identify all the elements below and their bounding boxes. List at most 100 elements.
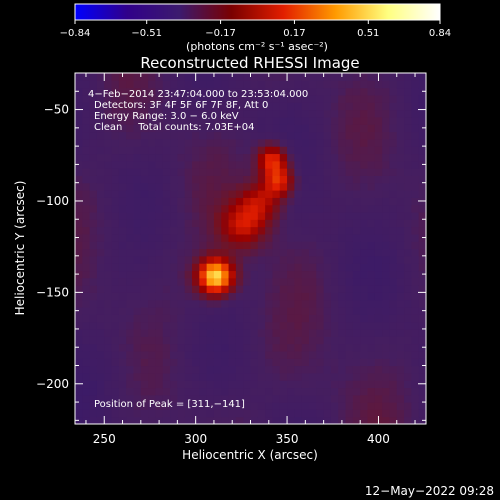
heatmap-cell bbox=[75, 409, 83, 418]
heatmap-cell bbox=[228, 211, 237, 220]
heatmap-cell bbox=[89, 248, 98, 257]
heatmap-cell bbox=[118, 87, 127, 96]
heatmap-cell bbox=[374, 321, 383, 330]
heatmap-cell bbox=[411, 124, 420, 133]
heatmap-cell bbox=[352, 409, 361, 418]
heatmap-cell bbox=[162, 248, 171, 257]
heatmap-cell bbox=[111, 299, 120, 308]
heatmap-cell bbox=[418, 358, 426, 367]
heatmap-cell bbox=[140, 387, 149, 396]
heatmap-cell bbox=[382, 409, 391, 418]
heatmap-cell bbox=[301, 197, 310, 206]
heatmap-cell bbox=[257, 131, 266, 140]
heatmap-cell bbox=[301, 168, 310, 176]
heatmap-cell bbox=[89, 190, 98, 198]
heatmap-cell bbox=[104, 336, 113, 345]
heatmap-cell bbox=[250, 292, 259, 301]
heatmap-cell bbox=[316, 321, 325, 330]
heatmap-cell bbox=[367, 153, 376, 162]
heatmap-cell bbox=[330, 372, 339, 381]
heatmap-cell bbox=[279, 124, 288, 133]
heatmap-cell bbox=[148, 94, 157, 103]
heatmap-cell bbox=[75, 372, 83, 381]
heatmap-cell bbox=[382, 138, 391, 147]
heatmap-cell bbox=[235, 387, 244, 396]
heatmap-cell bbox=[360, 109, 369, 118]
heatmap-cell bbox=[199, 350, 208, 359]
heatmap-cell bbox=[126, 380, 135, 389]
heatmap-cell bbox=[111, 263, 120, 272]
heatmap-cell bbox=[235, 204, 244, 213]
heatmap-cell bbox=[360, 197, 369, 206]
heatmap-cell bbox=[221, 226, 230, 235]
heatmap-cell bbox=[170, 270, 178, 279]
heatmap-cell bbox=[155, 314, 164, 323]
heatmap-cell bbox=[148, 146, 157, 155]
heatmap-cell bbox=[162, 292, 171, 301]
heatmap-cell bbox=[243, 80, 252, 89]
heatmap-cell bbox=[360, 299, 369, 308]
heatmap-cell bbox=[418, 102, 426, 111]
heatmap-cell bbox=[330, 248, 339, 257]
heatmap-cell bbox=[265, 248, 274, 257]
heatmap-cell bbox=[177, 416, 186, 424]
heatmap-cell bbox=[235, 87, 244, 96]
heatmap-cell bbox=[75, 321, 83, 330]
heatmap-cell bbox=[199, 73, 208, 81]
y-tick-label: −200 bbox=[36, 377, 69, 391]
heatmap-cell bbox=[133, 263, 142, 272]
heatmap-cell bbox=[104, 124, 113, 133]
heatmap-cell bbox=[89, 241, 98, 250]
heatmap-cell bbox=[272, 211, 281, 220]
heatmap-cell bbox=[148, 343, 157, 352]
heatmap-cell bbox=[111, 358, 120, 367]
heatmap-cell bbox=[418, 73, 426, 81]
heatmap-cell bbox=[338, 402, 347, 410]
heatmap-cell bbox=[199, 241, 208, 250]
heatmap-cell bbox=[192, 219, 200, 228]
heatmap-cell bbox=[199, 168, 208, 176]
x-axis-label: Heliocentric X (arcsec) bbox=[182, 448, 318, 462]
heatmap-cell bbox=[360, 138, 369, 147]
heatmap-cell bbox=[309, 277, 317, 286]
heatmap-cell bbox=[155, 168, 164, 176]
heatmap-cell bbox=[294, 387, 303, 396]
heatmap-cell bbox=[111, 387, 120, 396]
heatmap-cell bbox=[243, 321, 252, 330]
heatmap-cell bbox=[221, 175, 230, 184]
heatmap-cell bbox=[279, 307, 288, 315]
heatmap-cell bbox=[374, 292, 383, 301]
heatmap-cell bbox=[382, 285, 391, 293]
heatmap-cell bbox=[133, 146, 142, 155]
heatmap-cell bbox=[316, 219, 325, 228]
heatmap-cell bbox=[206, 211, 215, 220]
heatmap-cell bbox=[133, 73, 142, 81]
heatmap-cell bbox=[133, 380, 142, 389]
heatmap-cell bbox=[133, 402, 142, 410]
heatmap-cell bbox=[243, 328, 252, 337]
heatmap-cell bbox=[411, 80, 420, 89]
heatmap-cell bbox=[243, 292, 252, 301]
heatmap-cell bbox=[257, 263, 266, 272]
heatmap-cell bbox=[294, 350, 303, 359]
heatmap-cell bbox=[170, 226, 178, 235]
heatmap-cell bbox=[89, 358, 98, 367]
heatmap-cell bbox=[104, 204, 113, 213]
heatmap-cell bbox=[221, 328, 230, 337]
heatmap-cell bbox=[323, 190, 332, 198]
heatmap-cell bbox=[265, 168, 274, 176]
heatmap-cell bbox=[309, 336, 317, 345]
heatmap-cell bbox=[82, 394, 91, 403]
heatmap-cell bbox=[133, 226, 142, 235]
heatmap-cell bbox=[243, 270, 252, 279]
heatmap-cell bbox=[89, 80, 98, 89]
heatmap-cell bbox=[104, 190, 113, 198]
heatmap-cell bbox=[75, 350, 83, 359]
heatmap-cell bbox=[396, 124, 405, 133]
heatmap-cell bbox=[330, 365, 339, 374]
heatmap-cell bbox=[228, 321, 237, 330]
heatmap-cell bbox=[162, 175, 171, 184]
heatmap-cell bbox=[345, 168, 354, 176]
heatmap-cell bbox=[140, 416, 149, 424]
heatmap-cell bbox=[170, 299, 178, 308]
